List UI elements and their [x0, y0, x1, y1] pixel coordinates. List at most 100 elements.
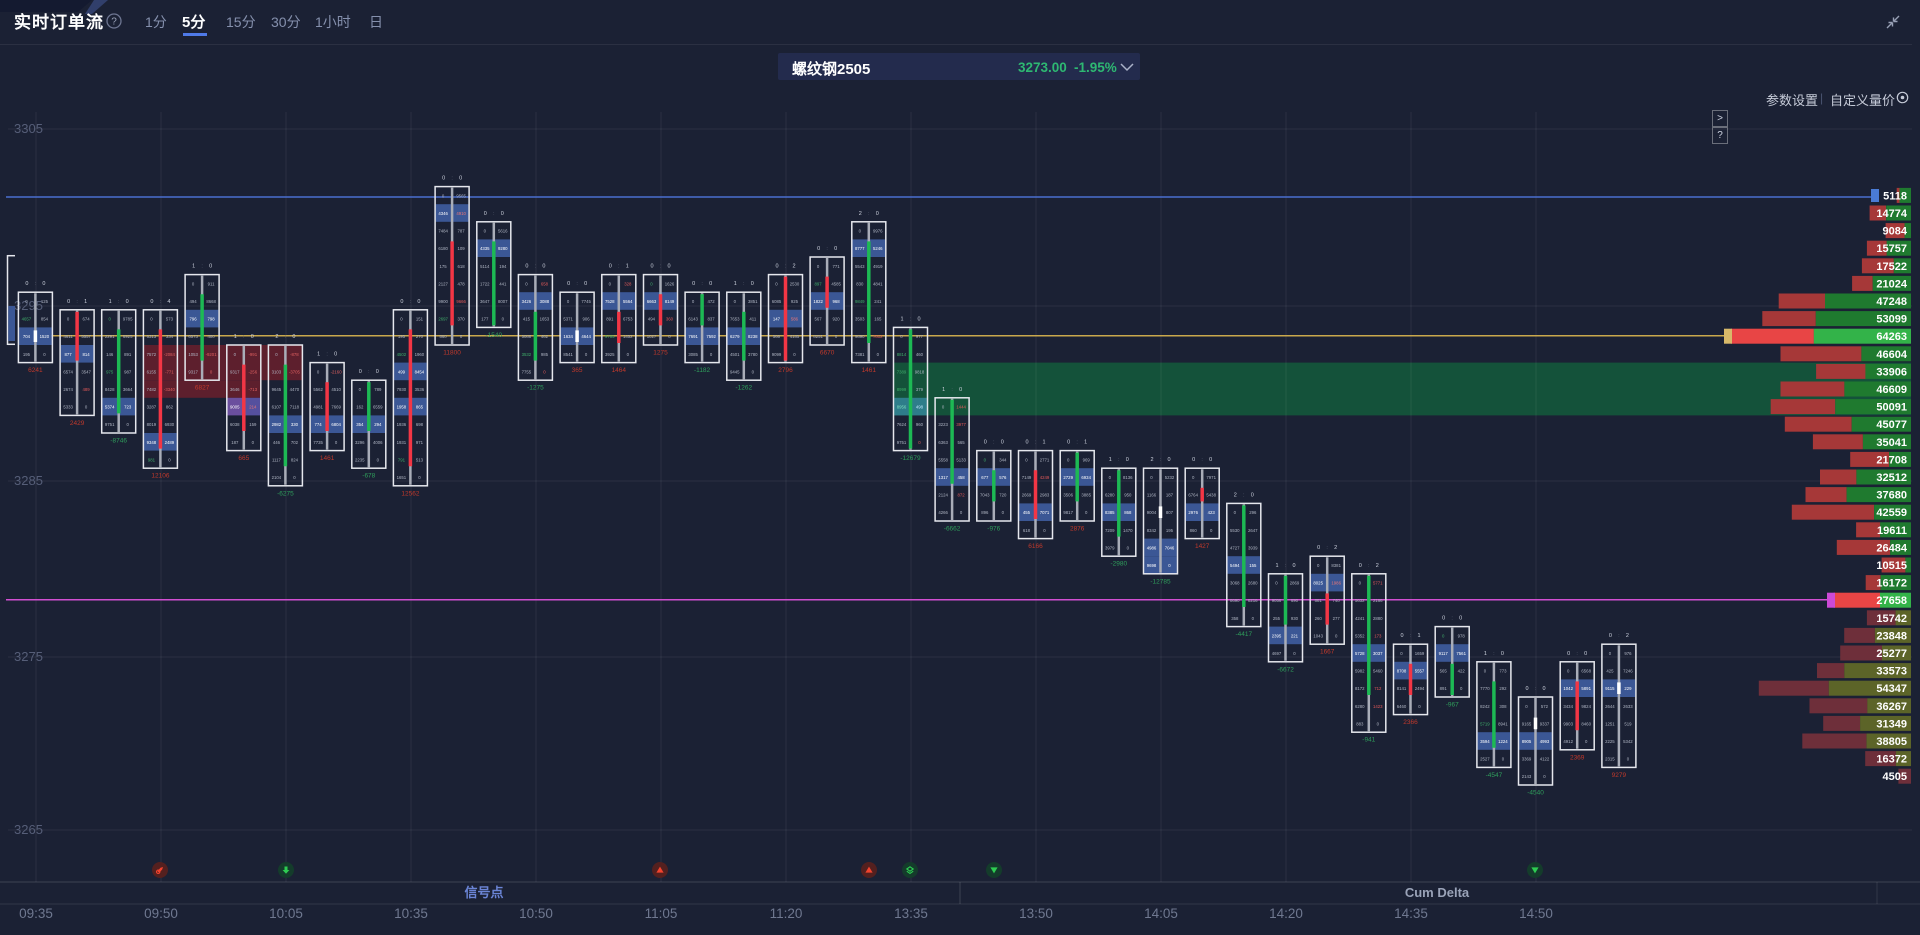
svg-text:9117: 9117 — [1439, 651, 1449, 656]
svg-text:6559: 6559 — [373, 405, 383, 410]
svg-text::: : — [1118, 457, 1120, 463]
svg-text::: : — [368, 369, 370, 375]
svg-text:125: 125 — [41, 299, 49, 304]
svg-text:1931: 1931 — [397, 440, 407, 445]
svg-text:2489: 2489 — [165, 440, 175, 445]
svg-text:0: 0 — [359, 387, 362, 392]
svg-text:14:50: 14:50 — [1519, 906, 1553, 921]
svg-text:0: 0 — [734, 299, 737, 304]
svg-text:9317: 9317 — [188, 369, 198, 374]
svg-text:5460: 5460 — [1373, 669, 1383, 674]
svg-text:0: 0 — [109, 317, 112, 322]
svg-text:64263: 64263 — [1876, 331, 1907, 343]
svg-text:1634: 1634 — [563, 334, 573, 339]
svg-text:5232: 5232 — [1165, 475, 1175, 480]
svg-text:187: 187 — [1166, 493, 1174, 498]
svg-text:4335: 4335 — [480, 246, 490, 251]
svg-text:3434: 3434 — [1563, 704, 1573, 709]
svg-text:0: 0 — [292, 334, 295, 340]
svg-text:3369: 3369 — [1522, 757, 1532, 762]
svg-text:0: 0 — [1359, 563, 1362, 569]
svg-text:1027: 1027 — [647, 334, 657, 339]
svg-text:5333: 5333 — [63, 405, 73, 410]
svg-text:0: 0 — [1525, 686, 1528, 692]
svg-text:-4547: -4547 — [1486, 772, 1503, 779]
svg-text:4644: 4644 — [581, 334, 591, 339]
svg-text:330: 330 — [291, 422, 299, 427]
svg-text:4122: 4122 — [1540, 757, 1550, 762]
svg-text:4346: 4346 — [438, 211, 448, 216]
svg-text:5564: 5564 — [623, 299, 633, 304]
svg-text:0: 0 — [984, 440, 987, 446]
svg-text:5246: 5246 — [873, 246, 883, 251]
svg-text:1166: 1166 — [1147, 493, 1157, 498]
svg-text:5088: 5088 — [522, 334, 532, 339]
svg-text:9903: 9903 — [1563, 721, 1573, 726]
svg-text:0: 0 — [1484, 669, 1487, 674]
svg-text:824: 824 — [291, 457, 299, 462]
svg-text:4986: 4986 — [1147, 545, 1157, 550]
svg-text:0: 0 — [275, 352, 278, 357]
svg-text:0: 0 — [126, 299, 129, 305]
svg-text:360: 360 — [666, 317, 674, 322]
svg-text:5371: 5371 — [563, 317, 573, 322]
svg-text:0: 0 — [1067, 457, 1070, 462]
svg-text:0: 0 — [567, 281, 570, 287]
svg-text:0: 0 — [400, 317, 403, 322]
svg-text:0: 0 — [585, 352, 588, 357]
svg-text:0: 0 — [775, 281, 778, 286]
svg-text:0: 0 — [917, 316, 920, 322]
svg-text:4241: 4241 — [1355, 616, 1365, 621]
svg-text:14:35: 14:35 — [1394, 906, 1428, 921]
svg-text::: : — [701, 281, 703, 287]
svg-text:8956: 8956 — [897, 405, 907, 410]
svg-text:8149: 8149 — [665, 299, 675, 304]
svg-text:-991: -991 — [248, 352, 257, 357]
svg-text:194: 194 — [499, 264, 507, 269]
svg-text:175: 175 — [440, 264, 448, 269]
svg-text:0: 0 — [1150, 475, 1153, 480]
svg-text:2: 2 — [1150, 457, 1153, 463]
svg-text:3536: 3536 — [415, 387, 425, 392]
svg-text:2796: 2796 — [778, 367, 793, 374]
svg-text:5352: 5352 — [1355, 633, 1365, 638]
svg-text:789: 789 — [374, 387, 382, 392]
svg-text:0: 0 — [1460, 686, 1463, 691]
svg-text::: : — [660, 264, 662, 270]
svg-text:0: 0 — [67, 299, 70, 305]
svg-text:6753: 6753 — [623, 317, 633, 322]
svg-text:-713: -713 — [248, 387, 257, 392]
svg-text::: : — [743, 281, 745, 287]
svg-text:9005: 9005 — [230, 405, 240, 410]
svg-text:信号点: 信号点 — [464, 885, 503, 900]
svg-text:229: 229 — [1624, 686, 1632, 691]
svg-text:54347: 54347 — [1876, 683, 1907, 695]
svg-text:0: 0 — [1317, 545, 1320, 551]
svg-text:6573: 6573 — [188, 334, 198, 339]
svg-text:214: 214 — [249, 405, 257, 410]
svg-text:6925: 6925 — [123, 334, 133, 339]
svg-text:830: 830 — [856, 281, 864, 286]
svg-text::: : — [951, 387, 953, 393]
svg-text:422: 422 — [1458, 669, 1466, 674]
svg-text:31349: 31349 — [1876, 718, 1907, 730]
svg-text:32512: 32512 — [1876, 472, 1907, 484]
svg-text:1958: 1958 — [397, 405, 407, 410]
svg-text:567: 567 — [815, 317, 823, 322]
svg-text:9004: 9004 — [1147, 510, 1157, 515]
svg-text:12562: 12562 — [401, 490, 419, 497]
svg-text:09:50: 09:50 — [144, 906, 178, 921]
svg-text:0: 0 — [1609, 633, 1612, 639]
svg-text:0: 0 — [650, 281, 653, 286]
svg-text:0: 0 — [442, 193, 445, 198]
svg-text:576: 576 — [999, 475, 1007, 480]
svg-text::: : — [1285, 563, 1287, 569]
svg-text:365: 365 — [572, 367, 583, 374]
svg-text:6460: 6460 — [1397, 704, 1407, 709]
svg-text:7149: 7149 — [1022, 475, 1032, 480]
svg-text:1653: 1653 — [540, 317, 550, 322]
svg-text::: : — [1368, 563, 1370, 569]
svg-text:0: 0 — [542, 264, 545, 270]
svg-text:2729: 2729 — [1063, 475, 1073, 480]
svg-text:740: 740 — [1333, 598, 1341, 603]
